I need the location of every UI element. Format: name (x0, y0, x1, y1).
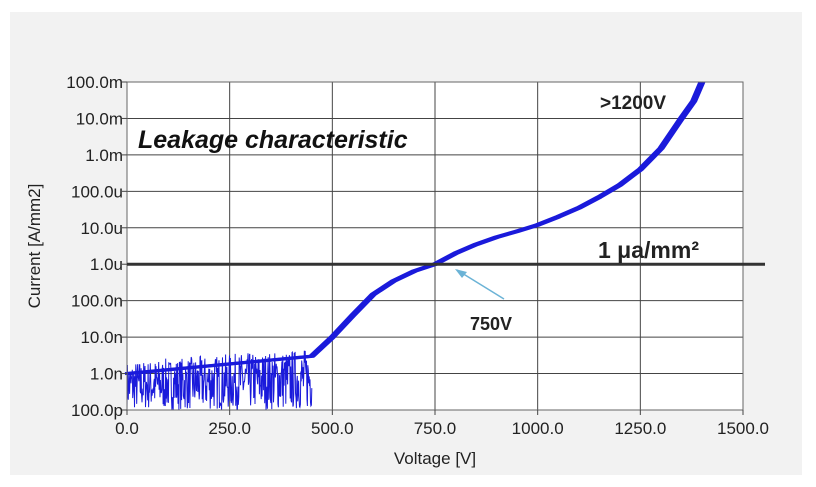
x-tick-label-4: 1000.0 (512, 419, 564, 438)
y-tick-label-9: 100.0p (71, 401, 123, 420)
y-tick-labels: 100.0m 10.0m 1.0m 100.0u 10.0u 1.0u 100.0n 10.0… (66, 73, 127, 420)
annotation-750v: 750V (470, 314, 512, 334)
x-tick-label-3: 750.0 (414, 419, 457, 438)
annotation-1200v: >1200V (600, 93, 666, 114)
y-tick-label-0: 100.0m (66, 73, 123, 92)
reference-line-label: 1 μa/mm² (598, 237, 699, 263)
y-tick-label-4: 10.0u (80, 219, 123, 238)
chart-figure: 0.0 250.0 500.0 750.0 1000.0 1250.0 1500.0 100… (10, 12, 802, 475)
x-tick-label-2: 500.0 (311, 419, 354, 438)
chart-title: Leakage characteristic (138, 126, 408, 154)
y-tick-label-3: 100.0u (71, 182, 123, 201)
annotation-arrowhead (455, 269, 467, 278)
x-tick-label-5: 1250.0 (614, 419, 666, 438)
series-layer (124, 81, 706, 411)
x-tick-label-6: 1500.0 (717, 419, 769, 438)
series-line-trace-2 (128, 81, 706, 376)
y-tick-label-2: 1.0m (85, 146, 123, 165)
y-tick-label-7: 10.0n (80, 328, 123, 347)
y-tick-label-5: 1.0u (90, 255, 123, 274)
y-tick-label-6: 100.0n (71, 292, 123, 311)
x-axis-title: Voltage [V] (394, 449, 476, 468)
y-tick-label-1: 10.0m (76, 109, 123, 128)
annotation-arrow (456, 269, 505, 300)
y-tick-label-8: 1.0n (90, 365, 123, 384)
x-tick-label-1: 250.0 (208, 419, 251, 438)
leakage-chart: 0.0 250.0 500.0 750.0 1000.0 1250.0 1500.0 100… (25, 73, 769, 468)
series-noise-region (126, 350, 313, 411)
x-tick-label-0: 0.0 (115, 419, 139, 438)
y-axis-title: Current [A/mm2] (25, 184, 44, 309)
x-tick-labels: 0.0 250.0 500.0 750.0 1000.0 1250.0 1500.0 (115, 410, 769, 438)
